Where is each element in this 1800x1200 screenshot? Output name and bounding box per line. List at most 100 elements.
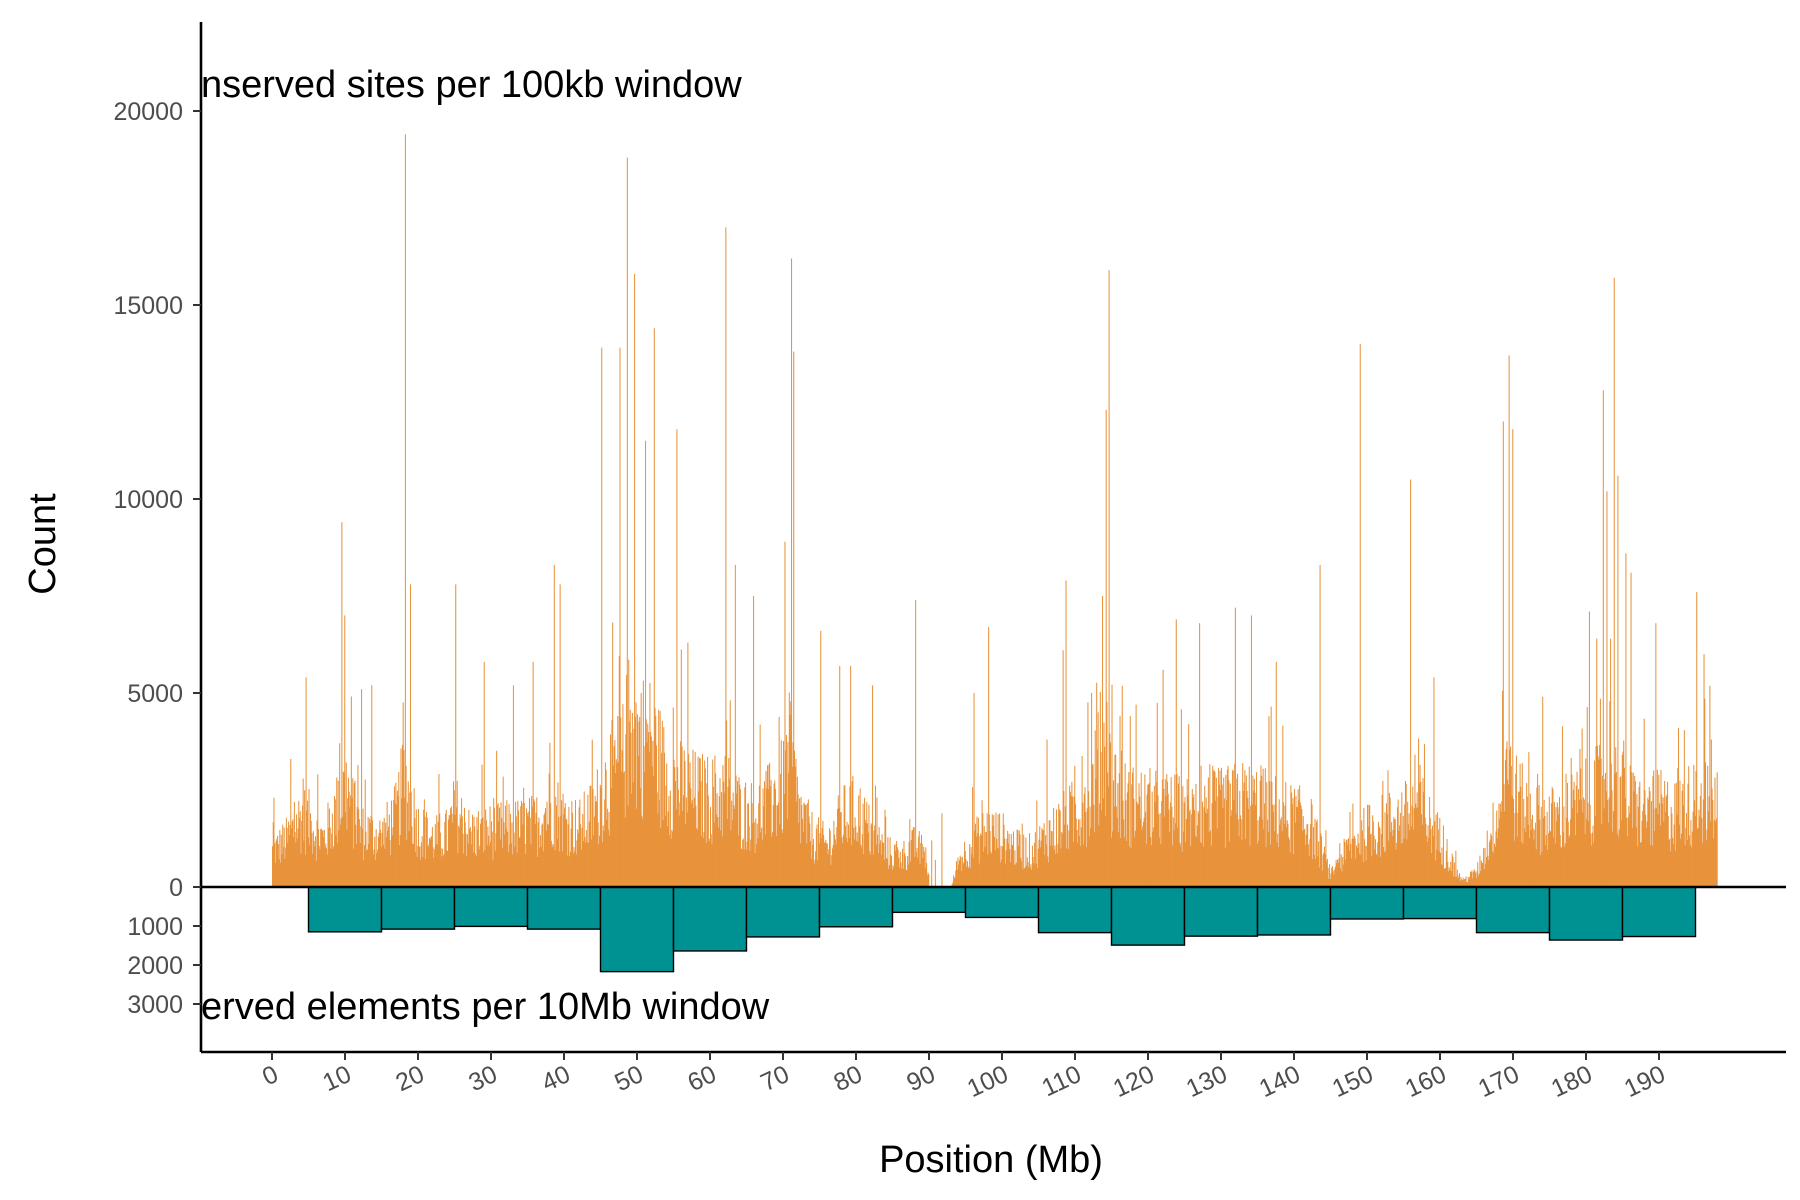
- upper-bar: [1231, 810, 1233, 887]
- upper-bar: [1411, 805, 1413, 887]
- upper-bar: [1095, 779, 1097, 887]
- upper-bar: [993, 836, 995, 887]
- upper-bar: [1562, 831, 1564, 887]
- upper-bar: [1670, 806, 1672, 887]
- upper-bar: [1203, 807, 1205, 887]
- upper-bar: [922, 858, 924, 887]
- upper-bar: [1409, 830, 1411, 887]
- upper-bar: [779, 824, 781, 887]
- upper-bar: [575, 854, 577, 887]
- upper-bar: [961, 870, 963, 887]
- upper-bar: [829, 830, 831, 887]
- upper-bar: [1002, 813, 1004, 887]
- upper-bar: [910, 861, 912, 887]
- upper-bar: [545, 830, 547, 887]
- upper-bar: [991, 814, 993, 887]
- upper-bar: [1153, 827, 1155, 887]
- upper-bar: [1575, 835, 1577, 887]
- upper-bar: [1182, 786, 1184, 887]
- upper-bar: [789, 715, 791, 887]
- upper-bar: [1396, 807, 1398, 887]
- upper-bar: [1056, 809, 1058, 887]
- upper-bar: [1539, 819, 1541, 887]
- lower-panel-bars: [307, 886, 1697, 973]
- upper-bar: [359, 843, 361, 887]
- upper-bar: [1521, 763, 1523, 887]
- upper-bar: [458, 827, 460, 887]
- upper-bar: [314, 846, 316, 887]
- upper-bar: [273, 797, 275, 887]
- upper-bar: [644, 771, 646, 887]
- upper-bar: [1683, 805, 1685, 887]
- upper-bar: [755, 818, 757, 887]
- x-tick-label: 140: [1255, 1060, 1305, 1103]
- upper-bar: [1254, 792, 1256, 887]
- upper-bar: [746, 841, 748, 887]
- upper-bar: [431, 836, 433, 887]
- upper-bar: [1699, 816, 1701, 887]
- upper-bar: [678, 815, 680, 887]
- upper-bar: [662, 820, 664, 887]
- upper-bar: [1662, 797, 1664, 887]
- upper-bar: [1258, 816, 1260, 887]
- upper-bar: [453, 790, 455, 887]
- upper-bar: [525, 854, 527, 887]
- upper-bar: [1515, 773, 1517, 887]
- upper-bar: [1053, 808, 1055, 887]
- upper-bar: [858, 795, 860, 887]
- upper-bar: [898, 857, 900, 887]
- upper-bar: [1008, 833, 1010, 887]
- upper-bar: [911, 830, 913, 887]
- upper-bar: [1659, 825, 1661, 887]
- upper-bar: [1020, 858, 1022, 887]
- upper-bar: [1463, 880, 1465, 887]
- upper-bar: [713, 822, 715, 887]
- upper-bar: [996, 847, 998, 887]
- upper-bar: [1675, 782, 1677, 887]
- upper-bar: [401, 798, 403, 887]
- upper-bar: [1714, 777, 1716, 887]
- upper-bar: [916, 847, 918, 887]
- upper-bar: [381, 832, 383, 887]
- upper-bar: [753, 596, 755, 887]
- upper-bar: [315, 860, 317, 887]
- upper-bar: [1451, 853, 1453, 887]
- lower-bar: [1402, 886, 1478, 920]
- upper-bar: [1158, 814, 1160, 887]
- upper-bar: [813, 863, 815, 887]
- upper-bar: [371, 685, 373, 887]
- upper-bar: [476, 817, 478, 887]
- upper-bar: [774, 780, 776, 887]
- upper-bar: [1353, 835, 1355, 887]
- upper-bar: [475, 856, 477, 887]
- upper-bar: [1599, 744, 1601, 887]
- upper-bar: [1258, 840, 1260, 887]
- upper-bar: [1713, 838, 1715, 887]
- upper-bar: [319, 849, 321, 887]
- y-tick-label: 15000: [113, 292, 183, 320]
- upper-bar: [876, 797, 878, 887]
- upper-bar: [290, 758, 292, 887]
- upper-bar: [1615, 747, 1617, 887]
- upper-bar: [445, 809, 447, 887]
- upper-bar: [1372, 815, 1374, 887]
- upper-bar: [304, 854, 306, 887]
- upper-bar: [850, 844, 852, 887]
- upper-bar: [1022, 868, 1024, 887]
- upper-bar: [693, 808, 695, 887]
- upper-bar: [1705, 840, 1707, 887]
- upper-bar: [681, 746, 683, 887]
- upper-bar: [380, 846, 382, 887]
- upper-bar: [832, 845, 834, 887]
- upper-bar: [858, 826, 860, 887]
- upper-bar: [1548, 833, 1550, 887]
- upper-bar: [1474, 870, 1476, 887]
- upper-bar: [623, 772, 625, 887]
- upper-bar: [1518, 791, 1520, 887]
- upper-bar: [1028, 867, 1030, 887]
- upper-bar: [1267, 831, 1269, 887]
- upper-bar: [280, 862, 282, 887]
- upper-bar: [874, 825, 876, 887]
- upper-bar: [807, 803, 809, 887]
- upper-bar: [701, 836, 703, 887]
